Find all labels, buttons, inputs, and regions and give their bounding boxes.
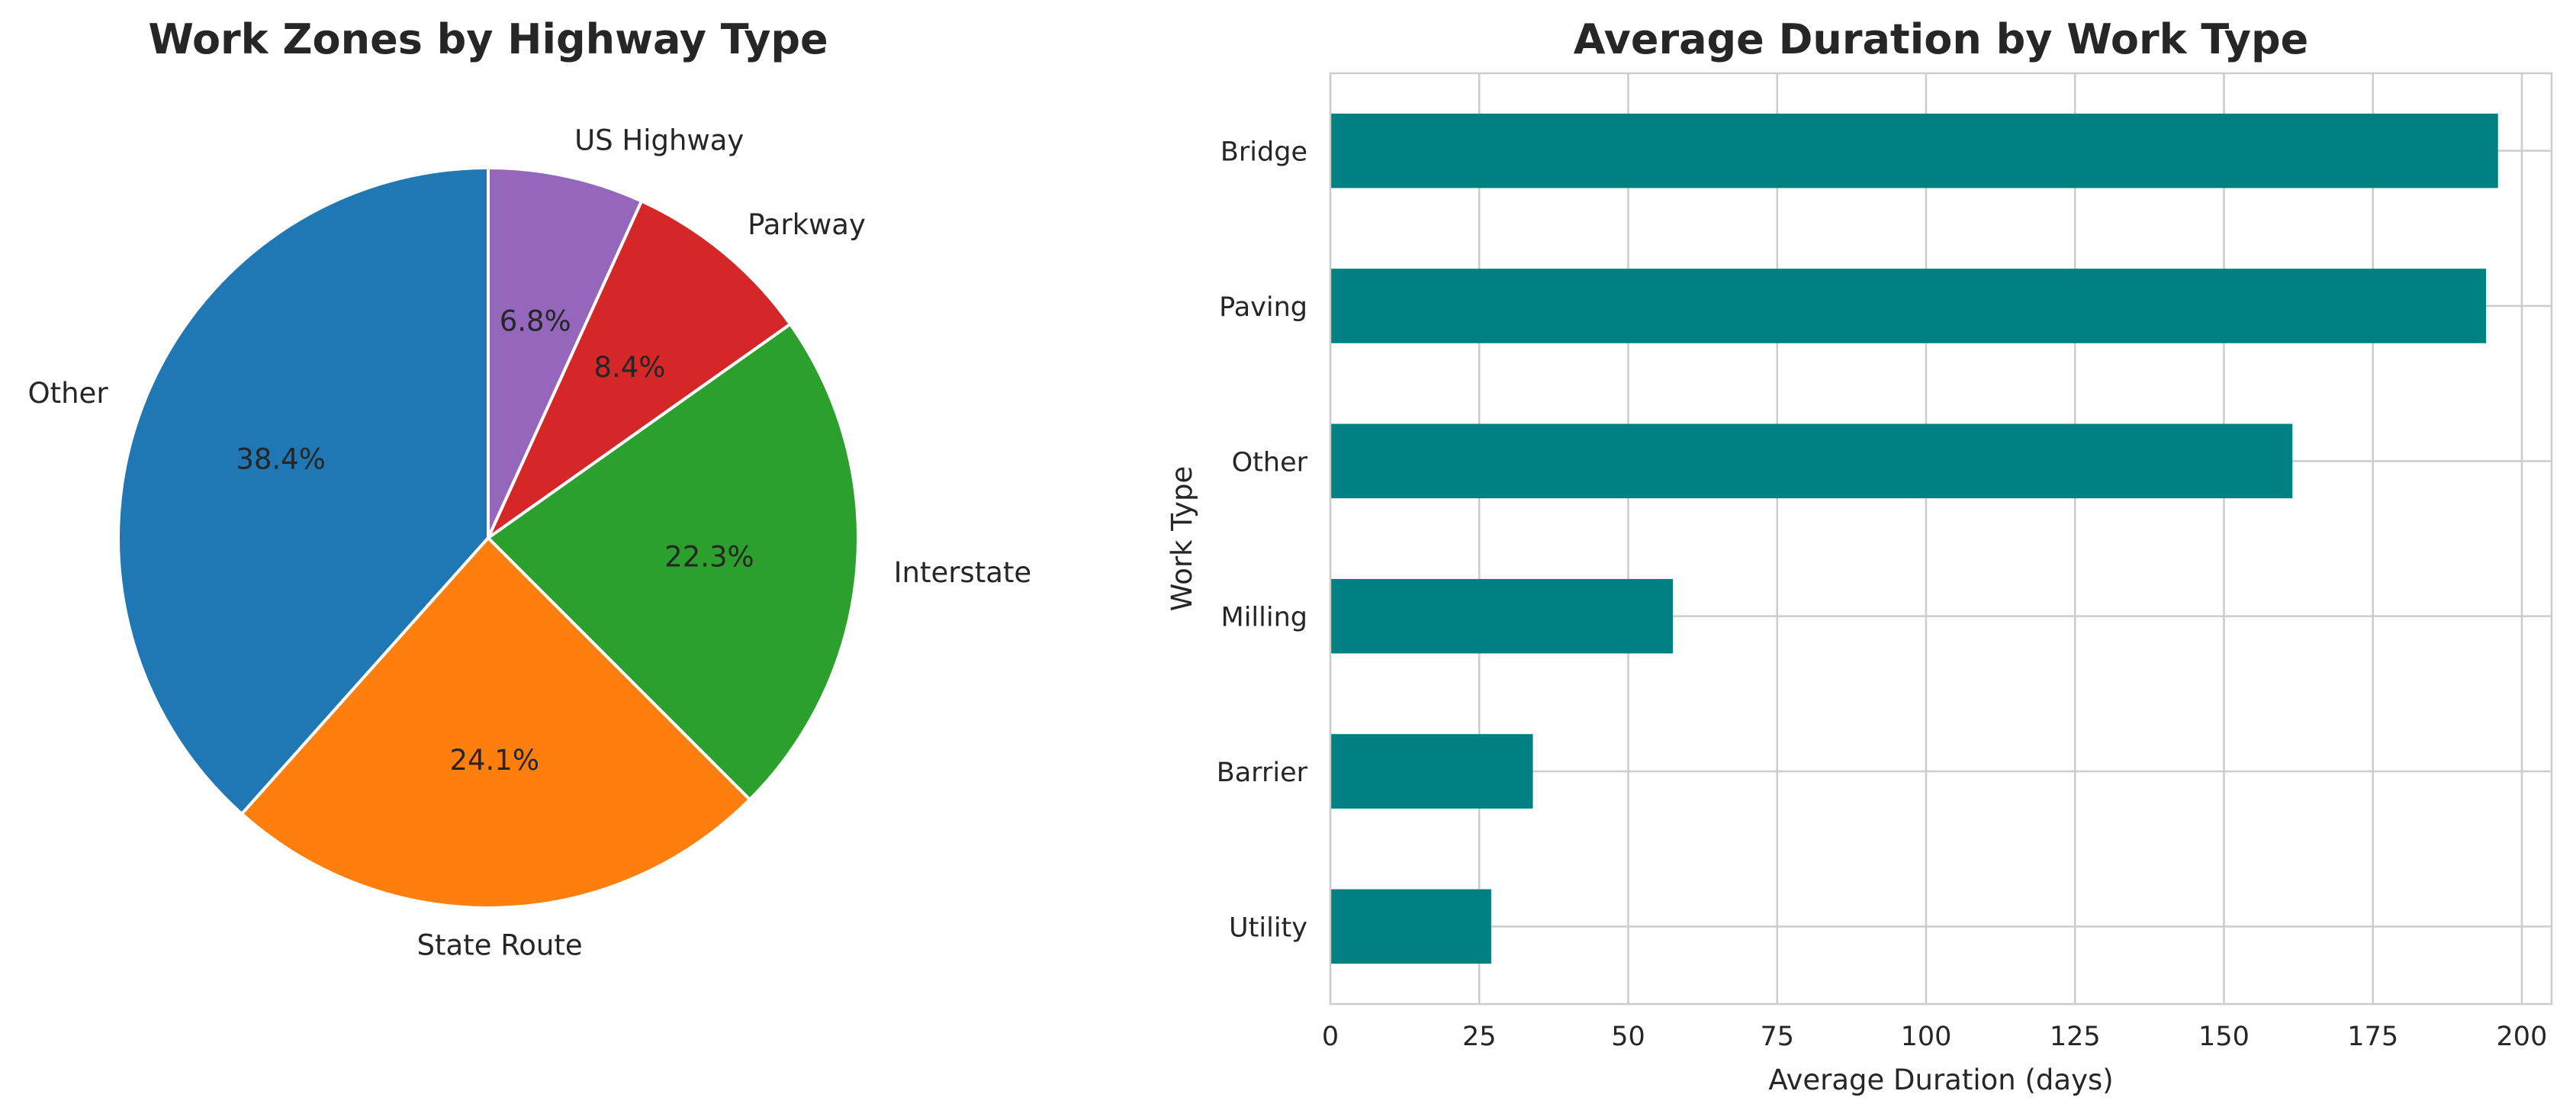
pie-slice-interstate [487, 322, 860, 801]
pie-pct-state-route: 24.1% [449, 744, 539, 777]
x-tick-label: 175 [2347, 1022, 2398, 1052]
pie-pct-other: 38.4% [236, 443, 326, 475]
plot-frame [1329, 72, 2553, 1006]
pie-slice-state-route [240, 536, 751, 909]
y-tick-label-bridge: Bridge [1220, 137, 1307, 168]
pie-pct-interstate: 22.3% [664, 541, 754, 574]
pie-label-state-route: State Route [417, 929, 583, 961]
bar-chart: Average Duration by Work Type Bridge Pavin… [1166, 15, 2553, 1096]
x-tick-label: 125 [2050, 1022, 2101, 1052]
bar-title: Average Duration by Work Type [1574, 15, 2308, 63]
x-tick-label: 100 [1901, 1022, 1952, 1052]
pie-pct-us-highway: 6.8% [500, 305, 571, 338]
bar-utility [1330, 889, 1491, 964]
y-tick-label-paving: Paving [1219, 292, 1307, 323]
pie-label-parkway: Parkway [748, 208, 866, 241]
pie-title: Work Zones by Highway Type [148, 15, 828, 63]
pie-chart: Work Zones by Highway Type Other 38.4% Stat… [27, 15, 1031, 961]
x-tick-label: 25 [1462, 1022, 1497, 1052]
x-tick-label: 150 [2198, 1022, 2250, 1052]
bar-paving [1330, 269, 2487, 343]
pie-slice-other [117, 166, 490, 816]
y-tick-label-utility: Utility [1229, 912, 1307, 943]
y-tick-label-milling: Milling [1221, 603, 1308, 633]
x-tick-label: 75 [1760, 1022, 1794, 1052]
x-axis-label: Average Duration (days) [1768, 1064, 2113, 1096]
bar-bridge [1330, 113, 2498, 188]
y-tick-label-barrier: Barrier [1217, 758, 1308, 788]
bar-barrier [1330, 734, 1533, 809]
y-axis-label: Work Type [1166, 466, 1198, 611]
x-tick-label: 200 [2497, 1022, 2548, 1052]
pie-label-us-highway: US Highway [574, 124, 744, 157]
y-tick-label-other: Other [1232, 447, 1308, 478]
pie-label-other: Other [27, 377, 108, 410]
pie-slice-us-highway [487, 166, 643, 539]
x-tick-label: 0 [1322, 1022, 1339, 1052]
bar-other [1330, 423, 2293, 499]
pie-pct-parkway: 8.4% [593, 351, 665, 384]
pie-label-interstate: Interstate [894, 556, 1032, 589]
bar-milling [1330, 578, 1674, 654]
pie-slice-parkway [487, 199, 792, 539]
x-tick-label: 50 [1611, 1022, 1645, 1052]
